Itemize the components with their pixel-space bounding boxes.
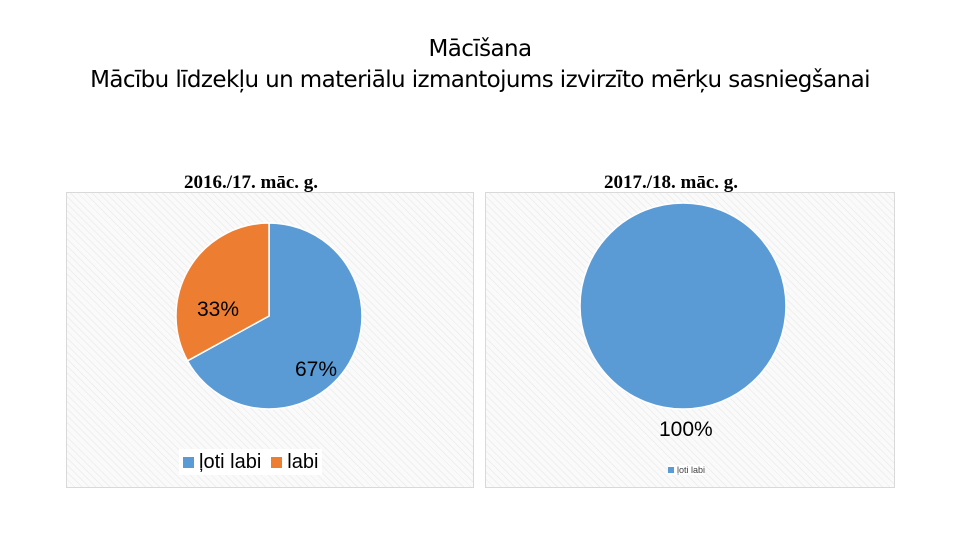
chart-1-title: 2016./17. māc. g. — [184, 172, 319, 193]
data-label-loti-labi: 100% — [659, 418, 713, 441]
pie-slice-labi — [175, 222, 270, 362]
slide-title: Mācīšana Mācību līdzekļu un materiālu iz… — [0, 34, 960, 96]
legend-label-loti-labi: ļoti labi — [677, 465, 706, 475]
legend-swatch-loti-labi — [668, 467, 674, 473]
legend-item-loti-labi: ļoti labi — [183, 451, 261, 474]
legend-label-labi: labi — [287, 450, 319, 473]
chart-2-legend: ļoti labi — [668, 465, 706, 475]
legend-swatch-loti-labi — [183, 456, 194, 468]
legend-label-loti-labi: ļoti labi — [199, 450, 262, 473]
chart-1-panel: 67% 33% ļoti labi labi — [66, 192, 474, 488]
legend-item-labi: labi — [271, 451, 318, 474]
title-line-2: Mācību līdzekļu un materiālu izmantojums… — [90, 67, 870, 93]
chart-1-pie: 67% 33% — [175, 222, 363, 410]
chart-2-pie: 100% — [579, 202, 787, 441]
legend-item-loti-labi: ļoti labi — [668, 465, 705, 475]
chart-2-title: 2017./18. māc. g. — [604, 172, 739, 193]
pie-slice-loti-labi — [579, 202, 787, 410]
title-line-1: Mācīšana — [428, 36, 533, 62]
legend-swatch-labi — [271, 456, 283, 468]
chart-1-legend: ļoti labi labi — [179, 449, 323, 475]
data-label-labi: 33% — [197, 298, 239, 321]
pie-slice-loti-labi — [186, 222, 363, 410]
chart-2-panel: 100% ļoti labi — [485, 192, 895, 488]
data-label-loti-labi: 67% — [295, 358, 337, 381]
